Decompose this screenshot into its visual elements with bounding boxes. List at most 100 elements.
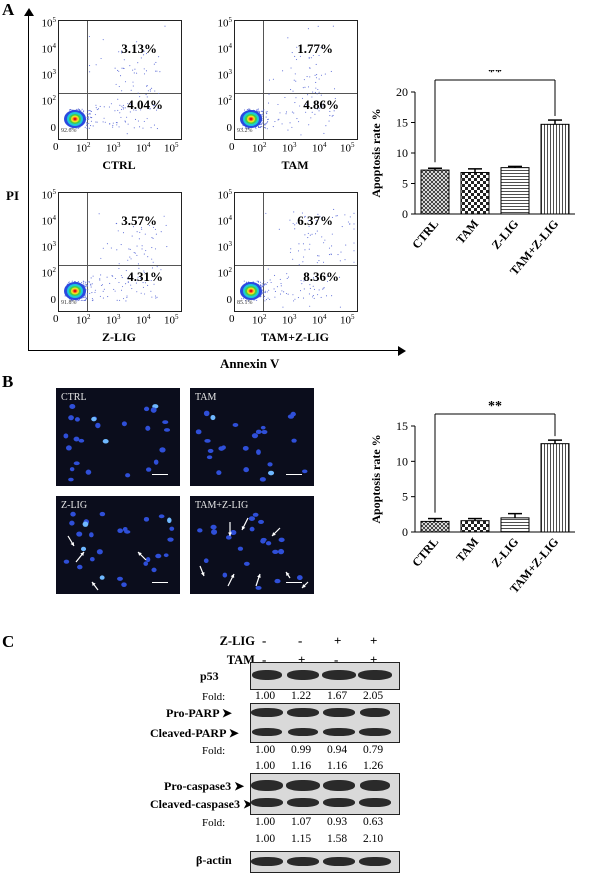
nucleus: [74, 417, 80, 422]
x-tick-label: 104: [136, 141, 151, 155]
x-tick-label: 102: [252, 141, 267, 155]
flow-dot: [84, 296, 86, 298]
flow-dot: [81, 282, 83, 284]
flow-dot: [87, 126, 89, 128]
flow-dot: [311, 233, 313, 235]
nucleus: [150, 407, 157, 413]
flow-dot: [315, 279, 317, 282]
flow-dot: [314, 113, 316, 115]
flow-dot: [143, 54, 145, 56]
flow-dot: [165, 224, 167, 226]
nucleus: [143, 561, 149, 566]
nucleus: [260, 425, 266, 430]
flow-dot: [124, 120, 126, 122]
flow-dot: [315, 219, 317, 221]
flow-dot: [307, 237, 309, 239]
flow-dot: [263, 291, 265, 293]
flow-dot: [78, 109, 81, 111]
nucleus: [153, 459, 159, 465]
quadrant-hline: [235, 265, 357, 266]
flow-dot: [85, 281, 87, 283]
flow-dot: [316, 93, 318, 95]
flow-dot: [289, 219, 291, 221]
nucleus: [222, 572, 228, 578]
flow-dot: [109, 282, 111, 285]
flow-dot: [164, 25, 166, 27]
blot-band: [360, 780, 390, 791]
flow-dot: [120, 275, 122, 277]
flow-dot: [303, 288, 305, 290]
blot-band: [323, 780, 355, 791]
flow-dot: [344, 214, 346, 216]
flow-outer-y-axis: [28, 14, 29, 351]
blot-band: [252, 728, 282, 736]
flow-dot: [152, 226, 155, 228]
flow-dot: [324, 73, 326, 75]
flow-dot: [96, 109, 98, 111]
flow-dot: [148, 103, 150, 105]
flow-dot: [265, 283, 267, 285]
flow-dot: [241, 127, 243, 129]
fold-value: 0.94: [327, 744, 348, 756]
flow-dot: [158, 56, 160, 58]
quadrant-hline: [59, 93, 181, 94]
flow-dot: [68, 282, 70, 284]
y-tick-label: 0: [50, 122, 57, 134]
flow-dot: [86, 294, 88, 296]
flow-plot: 1.77% 4.86% 93.2%: [234, 20, 358, 140]
quadrant-vline: [263, 21, 264, 139]
flow-dot: [153, 107, 155, 109]
flow-dot: [143, 120, 145, 122]
flow-dot: [276, 286, 278, 288]
flow-dot: [310, 117, 312, 119]
flow-dot: [338, 276, 341, 278]
flow-dot: [127, 281, 129, 283]
flow-dot: [154, 248, 157, 250]
flow-dot: [77, 280, 79, 283]
flow-dot: [136, 231, 138, 233]
flow-dot: [273, 288, 275, 290]
flow-dot: [90, 125, 92, 127]
flow-dot: [99, 105, 101, 108]
flow-dot: [137, 102, 139, 104]
flow-plot: 6.37% 8.36% 85.1%: [234, 192, 358, 312]
arrow-head-icon: [286, 572, 290, 576]
nucleus: [99, 511, 106, 517]
flow-dot: [308, 67, 310, 69]
flow-dot: [296, 46, 298, 48]
y-tick-label: 104: [41, 42, 57, 56]
nucleus: [167, 537, 174, 542]
density-blob: [249, 289, 253, 293]
treatment-label: Z-LIG: [219, 634, 255, 648]
flow-dot: [315, 63, 317, 66]
flow-dot: [70, 109, 72, 111]
flow-dot: [115, 83, 117, 85]
flow-dot: [145, 53, 148, 55]
nucleus: [159, 447, 166, 453]
x-axis-arrow-icon: [398, 346, 406, 356]
flow-dot: [135, 109, 137, 111]
flow-dot: [315, 233, 317, 235]
nucleus: [232, 422, 239, 427]
flow-dot: [98, 213, 100, 215]
flow-dot: [292, 258, 294, 260]
flow-dot: [305, 111, 307, 113]
flow-dot: [121, 52, 123, 54]
flow-dot: [160, 269, 162, 271]
flow-dot: [145, 70, 147, 72]
flow-dot: [85, 298, 87, 300]
flow-dot: [290, 248, 292, 250]
flow-dot: [285, 111, 288, 113]
flow-dot: [246, 127, 248, 129]
flow-dot: [132, 81, 134, 83]
flow-dot: [287, 129, 289, 131]
flow-dot: [83, 110, 85, 112]
fold-value: 2.05: [363, 690, 384, 702]
flow-dot: [308, 124, 310, 126]
bar: [540, 123, 570, 215]
fold-value: 0.93: [327, 816, 348, 828]
flow-dot: [264, 124, 266, 126]
flow-dot: [92, 299, 94, 301]
flow-dot: [90, 120, 92, 122]
y-tick-label: 0: [226, 122, 233, 134]
